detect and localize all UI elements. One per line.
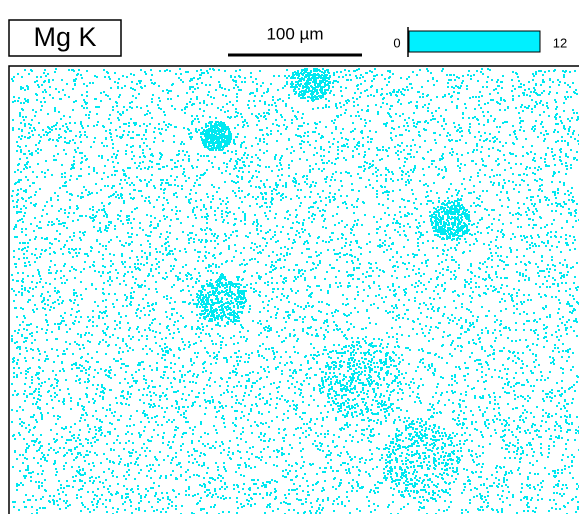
- element-dots: [11, 68, 579, 514]
- color-bar: [408, 30, 541, 53]
- element-label: Mg K: [33, 22, 96, 52]
- scale-bar-label: 100 µm: [266, 24, 323, 43]
- label-box: [8, 19, 122, 57]
- map-area: [8, 65, 579, 514]
- color-bar-min: 0: [393, 35, 400, 50]
- color-bar-max: 12: [553, 35, 567, 50]
